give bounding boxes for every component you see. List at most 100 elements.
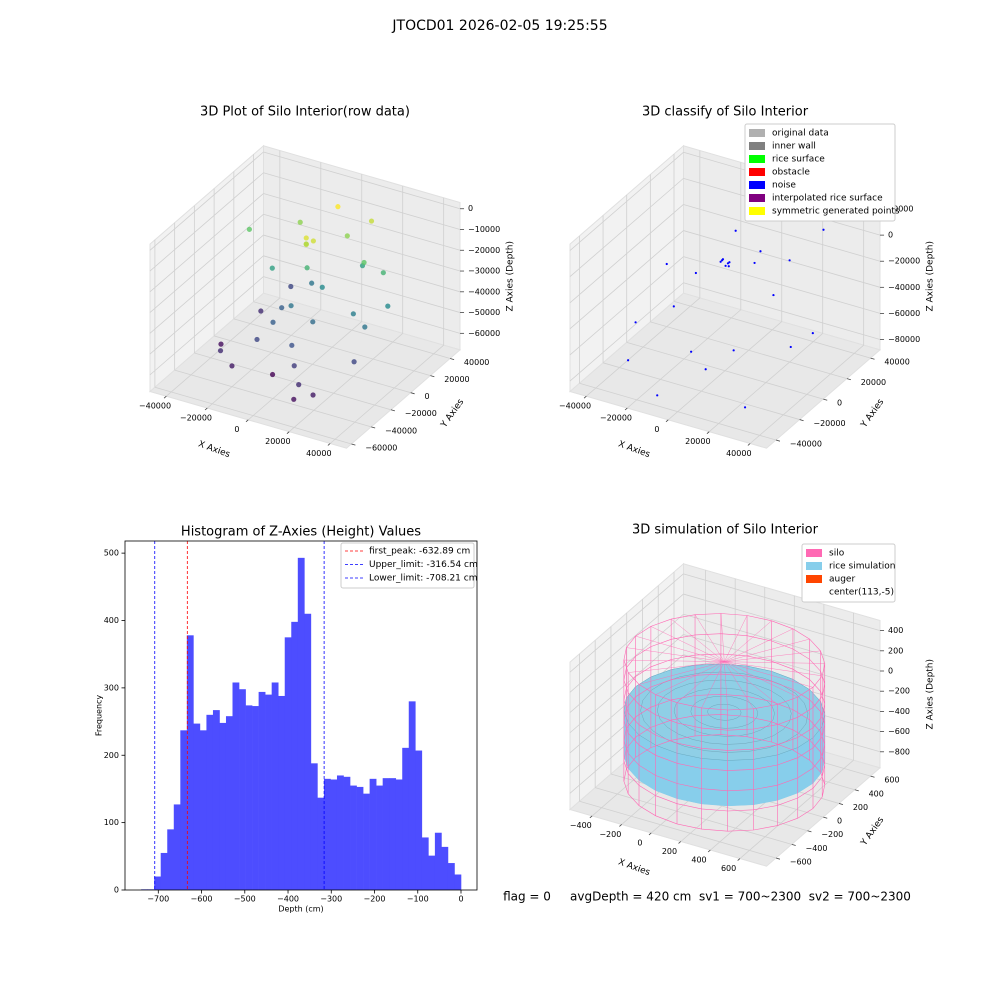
z-tick-label: −20000 <box>468 246 500 255</box>
bar <box>199 730 207 890</box>
x-tick-label: −600 <box>191 895 213 904</box>
grid-line <box>149 213 264 313</box>
x-tick-label: −300 <box>320 895 342 904</box>
bar <box>219 722 227 890</box>
silo-roof <box>701 661 725 709</box>
silo-roof <box>626 647 725 662</box>
point <box>246 226 252 232</box>
grid-line <box>154 386 352 445</box>
bar <box>206 714 214 890</box>
z-tick-label: −200 <box>888 687 910 696</box>
tick-mark <box>737 858 741 861</box>
point <box>351 359 357 365</box>
x-tick-label: −400 <box>277 895 299 904</box>
bar <box>239 689 246 890</box>
tick-mark <box>430 375 435 378</box>
legend-swatch <box>806 562 822 570</box>
tick-mark <box>678 841 682 844</box>
bar <box>173 804 181 890</box>
point <box>319 284 325 290</box>
rice-body <box>701 758 728 807</box>
y-tick-label: 0 <box>837 399 842 408</box>
point <box>694 271 697 275</box>
point <box>288 283 294 290</box>
grid-line <box>247 321 363 421</box>
grid-line <box>569 230 684 330</box>
bar <box>454 874 462 890</box>
x-tick-label: 40000 <box>726 449 751 458</box>
bar <box>317 797 325 890</box>
z-tick-label: −60000 <box>888 309 920 318</box>
legend-label: symmetric generated points <box>772 207 900 217</box>
tick-mark <box>706 431 710 434</box>
point <box>368 218 375 224</box>
tick-mark <box>775 439 781 442</box>
point <box>229 363 235 369</box>
bar <box>271 682 279 890</box>
x-tick-label: 0 <box>637 838 642 847</box>
y-tick-label: 0 <box>424 392 429 401</box>
x-tick-label: 400 <box>691 855 706 864</box>
point <box>734 229 737 232</box>
tick-mark <box>245 419 249 423</box>
bar <box>415 750 423 890</box>
grid-line <box>569 634 684 734</box>
bar <box>376 785 383 890</box>
point <box>788 259 791 262</box>
z-tick-label: −40000 <box>888 283 920 292</box>
grid-line <box>149 151 264 251</box>
x-tick-label: −20000 <box>180 413 212 422</box>
point <box>789 345 792 349</box>
x-tick-label: 600 <box>721 864 736 873</box>
tick-mark <box>327 443 331 446</box>
subplot-title: 3D classify of Silo Interior <box>642 105 809 120</box>
y-tick-label: −400 <box>806 844 828 853</box>
legend-swatch <box>806 549 822 557</box>
point <box>335 204 341 210</box>
y-tick-label: 600 <box>884 776 899 785</box>
bar <box>212 710 220 890</box>
figure-title: JTOCD01 2026-02-05 19:25:55 <box>391 18 607 34</box>
y-tick-label: 20000 <box>444 375 469 384</box>
grid-line <box>569 151 684 251</box>
tick-mark <box>870 775 875 778</box>
point <box>672 305 675 308</box>
grid-line <box>174 369 372 428</box>
z-tick-label: −800 <box>888 747 910 756</box>
grid-line <box>683 573 881 631</box>
tick-mark <box>410 392 415 395</box>
tick-mark <box>747 443 751 446</box>
tick-mark <box>775 857 781 860</box>
x-tick-label: 20000 <box>265 437 290 446</box>
legend-label: auger <box>829 575 855 585</box>
y-tick-label: 300 <box>104 683 119 692</box>
z-tick-label: −10000 <box>468 225 500 234</box>
point <box>380 270 386 276</box>
y-tick-label: 20000 <box>861 378 886 387</box>
bar <box>356 786 364 890</box>
rice-body <box>777 747 798 801</box>
point <box>753 261 756 265</box>
bar <box>363 793 370 890</box>
point <box>344 233 350 239</box>
point <box>269 265 275 271</box>
point <box>822 228 825 231</box>
tick-mark <box>838 803 844 805</box>
legend-label: inner wall <box>772 142 816 152</box>
legend-label: interpolated rice surface <box>772 194 883 204</box>
rice-mesh <box>657 679 792 745</box>
tick-mark <box>589 815 593 819</box>
legend-label: obstacle <box>772 168 810 178</box>
grid-line <box>579 800 777 859</box>
z-tick-label: −80000 <box>888 335 920 344</box>
silo-roof <box>724 661 728 711</box>
z-tick-label: −600 <box>888 727 910 736</box>
grid-line <box>263 255 461 313</box>
axes-frame <box>124 540 478 891</box>
grid-line <box>683 204 881 262</box>
bar <box>160 852 168 890</box>
grid-line <box>263 172 461 230</box>
y-tick-label: 0 <box>114 886 119 895</box>
tick-mark <box>163 395 167 399</box>
grid-line <box>149 172 264 272</box>
